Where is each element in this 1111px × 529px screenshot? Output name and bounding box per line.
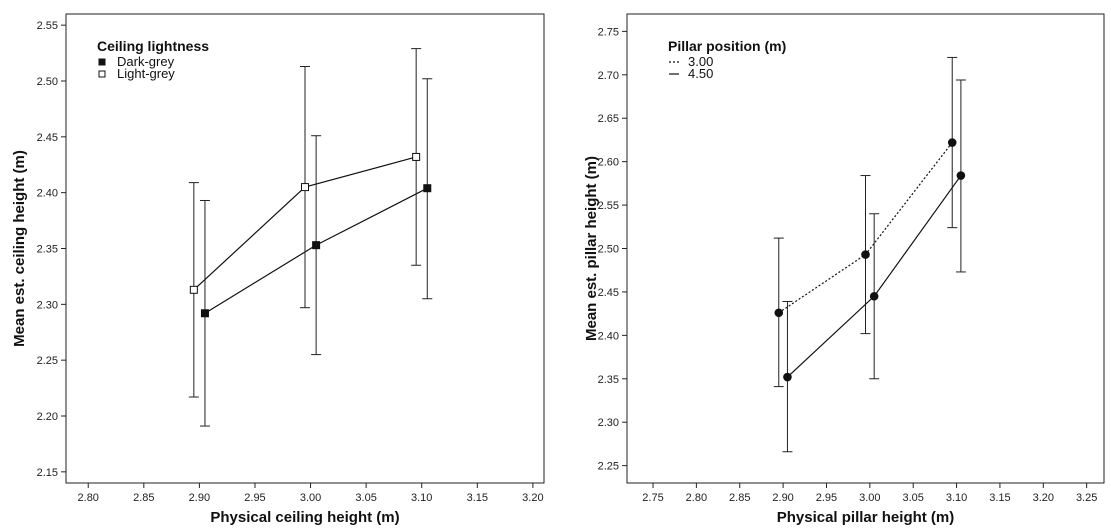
y-tick-label: 2.45 [37,132,58,144]
y-tick-label: 2.65 [598,113,619,125]
y-tick-label: 2.50 [37,76,58,88]
series-4.50 [782,79,966,453]
y-tick-label: 2.30 [37,299,58,311]
x-tick-label: 2.80 [686,492,707,504]
y-axis-title: Mean est. ceiling height (m) [11,150,28,347]
data-point [947,138,957,147]
y-tick-label: 2.55 [37,20,58,32]
legend-title: Pillar position (m) [668,38,786,54]
x-tick-label: 3.10 [411,492,432,504]
y-tick-label: 2.75 [598,26,619,38]
y-tick-label: 2.55 [598,200,619,212]
y-tick-label: 2.20 [37,411,58,423]
y-tick-label: 2.35 [598,374,619,386]
y-tick-label: 2.45 [598,287,619,299]
legend-title: Ceiling lightness [97,38,209,54]
data-point [189,285,198,294]
x-tick-label: 2.95 [816,492,837,504]
y-tick-label: 2.60 [598,157,619,169]
y-tick-label: 2.70 [598,70,619,82]
series-Dark-grey [199,78,433,427]
x-tick-label: 3.10 [946,492,967,504]
legend-label: Light-grey [117,66,175,81]
x-tick-label: 2.95 [244,492,265,504]
x-tick-label: 3.15 [989,492,1010,504]
series-Light-grey [188,48,422,398]
data-point [774,308,784,318]
x-tick-label: 3.20 [522,492,543,504]
data-point [869,291,879,301]
y-tick-label: 2.15 [37,467,58,479]
y-tick-label: 2.25 [37,355,58,367]
x-tick-label: 2.85 [729,492,750,504]
data-point [783,372,792,382]
series-3.00 [773,56,958,388]
x-tick-label: 2.80 [78,492,99,504]
y-tick-label: 2.25 [598,461,619,473]
legend-label: 4.50 [688,66,713,81]
x-tick-label: 2.90 [189,492,210,504]
x-axis-title: Physical pillar height (m) [777,509,955,526]
legend-marker [98,58,106,66]
data-point [200,309,209,318]
data-point [412,152,421,161]
x-tick-label: 2.90 [772,492,793,504]
x-tick-label: 3.00 [859,492,880,504]
y-axis-title: Mean est. pillar height (m) [583,156,600,341]
legend-label: 3.00 [688,54,713,69]
y-tick-label: 2.30 [598,417,619,429]
x-tick-label: 3.05 [355,492,376,504]
legend-marker [98,70,106,78]
x-tick-label: 3.25 [1076,492,1097,504]
x-tick-label: 3.05 [902,492,923,504]
x-axis-title: Physical ceiling height (m) [210,509,399,526]
y-tick-label: 2.35 [37,244,58,256]
data-point [861,250,870,259]
chart-panel-1: 2.80 2.85 2.90 2.95 3.00 3.05 3.10 3.15 3.20 2.15… [11,13,545,526]
data-point [312,241,321,250]
chart-panel-2: 2.75 2.80 2.85 2.90 2.95 3.00 3.05 3.10 3.15 3.20… [583,13,1105,526]
y-tick-label: 2.40 [37,188,58,200]
data-point [956,171,966,180]
legend-label: Dark-grey [117,54,175,69]
y-tick-label: 2.40 [598,330,619,342]
x-tick-label: 3.15 [467,492,488,504]
x-tick-label: 2.75 [642,492,663,504]
x-tick-label: 2.85 [133,492,154,504]
legend: Pillar position (m)3.004.50 [668,38,786,81]
x-tick-label: 3.20 [1033,492,1054,504]
data-point [423,184,432,193]
y-tick-label: 2.50 [598,244,619,256]
data-point [301,183,309,192]
x-tick-label: 3.00 [300,492,321,504]
